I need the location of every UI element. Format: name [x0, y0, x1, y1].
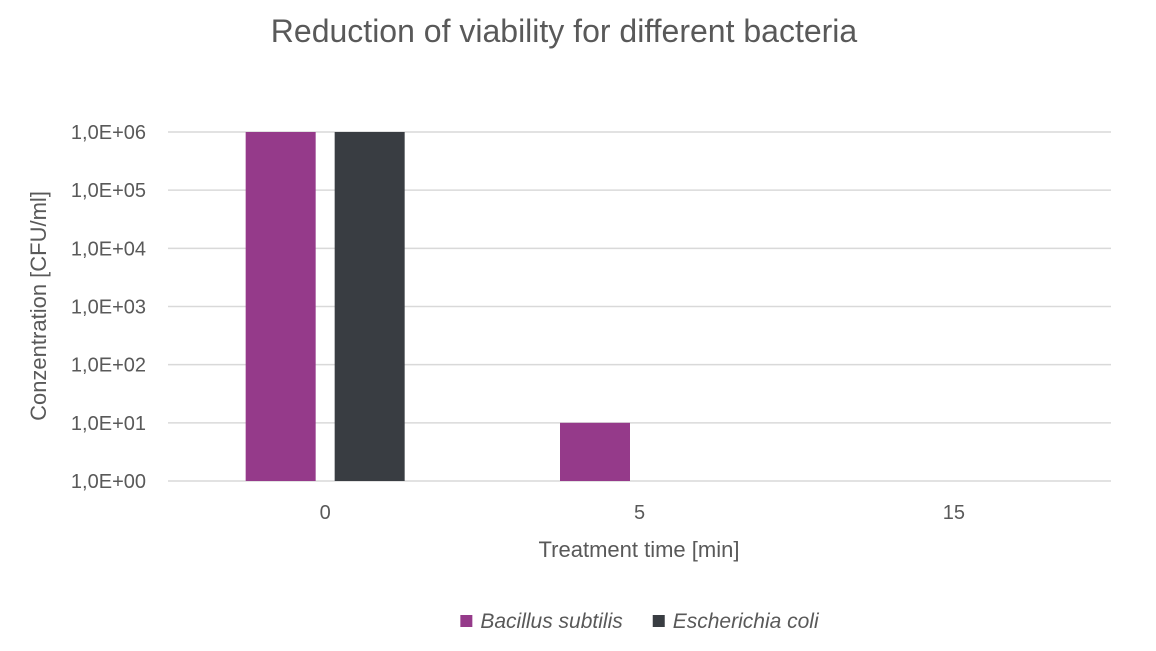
y-axis-tick-labels: 1,0E+00 1,0E+01 1,0E+02 1,0E+03 1,0E+04 1,0E+…: [71, 122, 146, 493]
y-tick-label: 1,0E+00: [71, 471, 146, 493]
y-tick-label: 1,0E+06: [71, 122, 146, 144]
y-tick-label: 1,0E+01: [71, 413, 146, 435]
bar-bacillus-subtilis-0: [245, 132, 316, 481]
bars: [245, 132, 630, 481]
x-tick-label: 15: [943, 502, 965, 524]
x-tick-label: 0: [320, 502, 331, 524]
legend-swatch: [652, 615, 665, 627]
legend-swatch: [460, 615, 473, 627]
x-axis-title: Treatment time [min]: [539, 537, 740, 562]
y-axis-title: Conzentration [CFU/ml]: [26, 191, 51, 421]
x-tick-label: 5: [634, 502, 645, 524]
bar-escherichia-coli-0: [334, 132, 405, 481]
legend-label: Bacillus subtilis: [480, 610, 623, 633]
gridlines: [168, 131, 1111, 482]
chart-title: Reduction of viability for different bac…: [271, 13, 858, 49]
y-tick-label: 1,0E+04: [71, 238, 146, 260]
x-axis-tick-labels: 0 5 15: [320, 502, 965, 524]
legend-label: Escherichia coli: [673, 610, 820, 633]
y-tick-label: 1,0E+02: [71, 355, 146, 377]
bar-bacillus-subtilis-5: [560, 422, 630, 481]
legend: Bacillus subtilis Escherichia coli: [460, 610, 820, 633]
legend-item: Escherichia coli: [652, 610, 820, 633]
legend-item: Bacillus subtilis: [460, 610, 623, 633]
y-tick-label: 1,0E+03: [71, 297, 146, 319]
y-tick-label: 1,0E+05: [71, 180, 146, 202]
